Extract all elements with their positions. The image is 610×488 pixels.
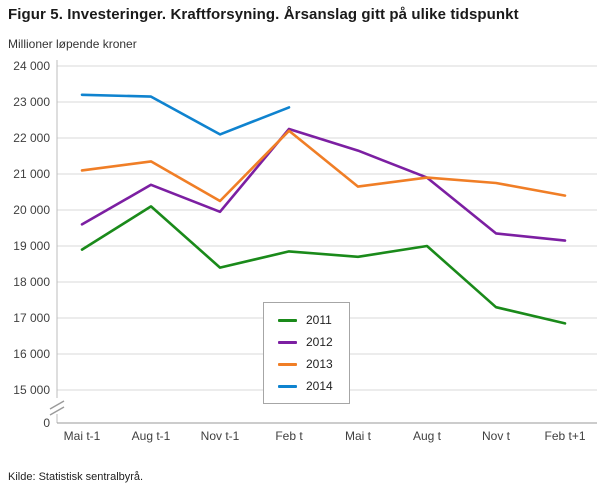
svg-text:22 000: 22 000 — [13, 131, 50, 145]
legend-item-2014[interactable]: 2014 — [278, 379, 333, 393]
svg-text:16 000: 16 000 — [13, 347, 50, 361]
legend-item-2013[interactable]: 2013 — [278, 357, 333, 371]
line-chart: 15 000 16 000 17 000 18 000 19 000 20 000 21 0… — [13, 59, 597, 443]
legend-label-2013: 2013 — [306, 357, 333, 371]
legend-swatch-2013 — [278, 362, 297, 366]
svg-text:Nov t: Nov t — [482, 429, 511, 443]
svg-text:Aug t: Aug t — [413, 429, 442, 443]
svg-text:18 000: 18 000 — [13, 275, 50, 289]
legend-label-2012: 2012 — [306, 335, 333, 349]
svg-text:17 000: 17 000 — [13, 311, 50, 325]
legend-item-2011[interactable]: 2011 — [278, 313, 333, 327]
y-axis-unit-label: Millioner løpende kroner — [8, 37, 137, 51]
svg-text:Feb t: Feb t — [275, 429, 303, 443]
legend-label-2014: 2014 — [306, 379, 333, 393]
legend: 2011 2012 2013 2014 — [263, 302, 350, 404]
svg-text:19 000: 19 000 — [13, 239, 50, 253]
source-note: Kilde: Statistisk sentralbyrå. — [8, 471, 144, 483]
legend-swatch-2014 — [278, 384, 297, 388]
svg-text:Mai t-1: Mai t-1 — [64, 429, 101, 443]
svg-text:23 000: 23 000 — [13, 95, 50, 109]
legend-swatch-2012 — [278, 340, 297, 344]
svg-text:24 000: 24 000 — [13, 59, 50, 73]
legend-swatch-2011 — [278, 318, 297, 322]
chart-title: Figur 5. Investeringer. Kraftforsyning. … — [8, 6, 519, 23]
svg-text:Aug t-1: Aug t-1 — [132, 429, 171, 443]
svg-text:15 000: 15 000 — [13, 383, 50, 397]
svg-text:Feb t+1: Feb t+1 — [544, 429, 585, 443]
svg-text:20 000: 20 000 — [13, 203, 50, 217]
svg-text:0: 0 — [43, 416, 50, 430]
svg-text:21 000: 21 000 — [13, 167, 50, 181]
svg-text:Mai t: Mai t — [345, 429, 372, 443]
legend-label-2011: 2011 — [306, 313, 332, 327]
legend-item-2012[interactable]: 2012 — [278, 335, 333, 349]
svg-text:Nov t-1: Nov t-1 — [201, 429, 240, 443]
